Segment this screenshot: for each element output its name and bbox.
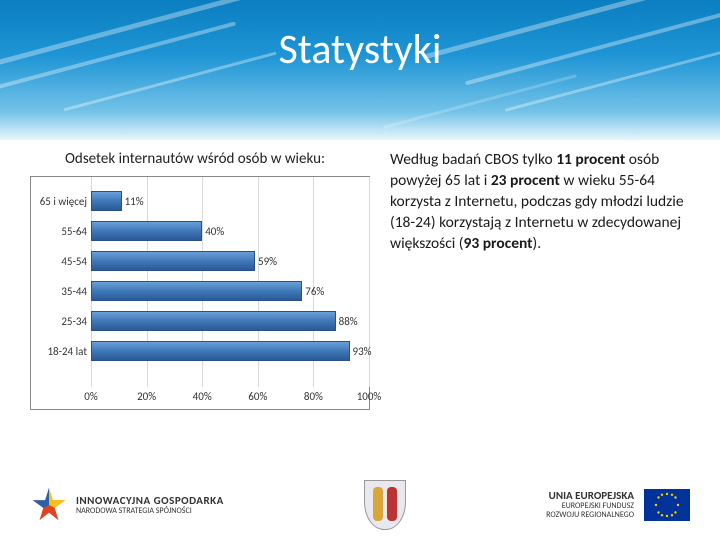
bar-row: 55-6440% — [31, 217, 369, 245]
x-tick-label: 40% — [193, 390, 212, 403]
bar-category-label: 55-64 — [31, 225, 91, 238]
ig-line1: INNOWACYJNA GOSPODARKA — [76, 495, 224, 507]
ig-text: INNOWACYJNA GOSPODARKA NARODOWA STRATEGI… — [76, 495, 224, 516]
logo-innowacyjna-gospodarka: INNOWACYJNA GOSPODARKA NARODOWA STRATEGI… — [30, 486, 224, 524]
bar-value-label: 40% — [201, 222, 224, 240]
ig-line2: NARODOWA STRATEGIA SPÓJNOŚCI — [76, 507, 224, 516]
bar-track: 76% — [91, 281, 369, 301]
chart-title: Odsetek internautów wśród osób w wieku: — [20, 150, 370, 168]
x-axis: 0%20%40%60%80%100% — [31, 387, 369, 409]
bar-value-label: 88% — [335, 312, 358, 330]
x-tick-label: 20% — [137, 390, 156, 403]
chart-column: Odsetek internautów wśród osób w wieku: … — [0, 150, 380, 470]
bar-row: 65 i więcej11% — [31, 187, 369, 215]
x-tick-label: 100% — [357, 390, 382, 403]
bar-value-label: 11% — [121, 192, 144, 210]
bar-fill: 88% — [91, 311, 336, 331]
bar-category-label: 18-24 lat — [31, 345, 91, 358]
bar-category-label: 35-44 — [31, 285, 91, 298]
ig-star-icon — [30, 486, 68, 524]
x-tick-label: 80% — [304, 390, 323, 403]
bar-category-label: 25-34 — [31, 315, 91, 328]
eu-line3: ROZWOJU REGIONALNEGO — [546, 511, 634, 520]
slide-title: Statystyki — [0, 24, 720, 75]
bar-category-label: 65 i więcej — [31, 195, 91, 208]
bar-track: 11% — [91, 191, 369, 211]
bar-category-label: 45-54 — [31, 255, 91, 268]
bar-value-label: 93% — [349, 342, 372, 360]
slide: Statystyki Odsetek internautów wśród osó… — [0, 0, 720, 540]
content-area: Odsetek internautów wśród osób w wieku: … — [0, 150, 720, 470]
coat-of-arms-icon — [364, 480, 406, 530]
body-text: Według badań CBOS tylko 11 procent osób … — [380, 150, 720, 470]
bar-fill: 40% — [91, 221, 202, 241]
plot-area: 65 i więcej11%55-6440%45-5459%35-4476%25… — [31, 177, 369, 387]
bar-value-label: 59% — [254, 252, 277, 270]
bar-row: 45-5459% — [31, 247, 369, 275]
bar-value-label: 76% — [301, 282, 324, 300]
bar-track: 40% — [91, 221, 369, 241]
eu-flag-icon — [644, 489, 690, 521]
bar-fill: 11% — [91, 191, 122, 211]
eu-text: UNIA EUROPEJSKA EUROPEJSKI FUNDUSZ ROZWO… — [546, 490, 634, 520]
bar-row: 35-4476% — [31, 277, 369, 305]
bar-track: 88% — [91, 311, 369, 331]
bar-fill: 59% — [91, 251, 255, 271]
bar-chart: 65 i więcej11%55-6440%45-5459%35-4476%25… — [30, 176, 370, 410]
x-tick-label: 60% — [248, 390, 267, 403]
bar-row: 25-3488% — [31, 307, 369, 335]
logo-eu: UNIA EUROPEJSKA EUROPEJSKI FUNDUSZ ROZWO… — [546, 489, 690, 521]
footer: INNOWACYJNA GOSPODARKA NARODOWA STRATEGI… — [0, 470, 720, 540]
bar-fill: 93% — [91, 341, 350, 361]
bar-row: 18-24 lat93% — [31, 337, 369, 365]
bar-fill: 76% — [91, 281, 302, 301]
bar-track: 93% — [91, 341, 369, 361]
bar-track: 59% — [91, 251, 369, 271]
x-tick-label: 0% — [84, 390, 97, 403]
